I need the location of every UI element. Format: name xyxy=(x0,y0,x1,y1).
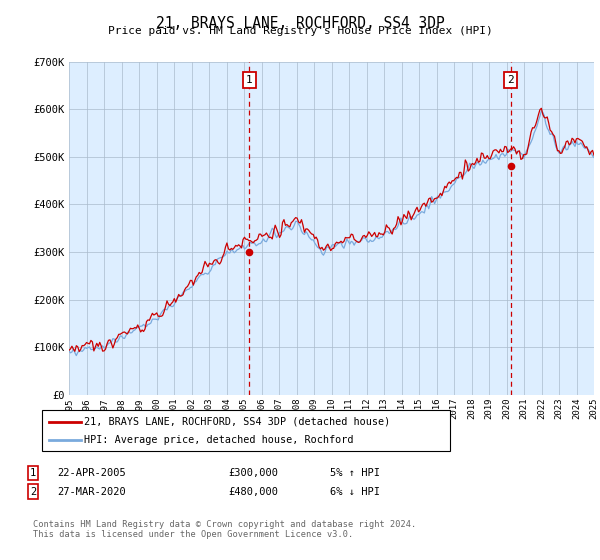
Text: 2: 2 xyxy=(30,487,36,497)
Text: 1: 1 xyxy=(30,468,36,478)
Text: HPI: Average price, detached house, Rochford: HPI: Average price, detached house, Roch… xyxy=(84,435,353,445)
Text: Price paid vs. HM Land Registry's House Price Index (HPI): Price paid vs. HM Land Registry's House … xyxy=(107,26,493,36)
Text: 21, BRAYS LANE, ROCHFORD, SS4 3DP: 21, BRAYS LANE, ROCHFORD, SS4 3DP xyxy=(155,16,445,31)
Text: Contains HM Land Registry data © Crown copyright and database right 2024.
This d: Contains HM Land Registry data © Crown c… xyxy=(33,520,416,539)
Text: 1: 1 xyxy=(246,75,253,85)
Text: 6% ↓ HPI: 6% ↓ HPI xyxy=(330,487,380,497)
Text: 21, BRAYS LANE, ROCHFORD, SS4 3DP (detached house): 21, BRAYS LANE, ROCHFORD, SS4 3DP (detac… xyxy=(84,417,390,427)
Text: 2: 2 xyxy=(508,75,514,85)
Text: 27-MAR-2020: 27-MAR-2020 xyxy=(57,487,126,497)
Text: 5% ↑ HPI: 5% ↑ HPI xyxy=(330,468,380,478)
Text: £300,000: £300,000 xyxy=(228,468,278,478)
Text: £480,000: £480,000 xyxy=(228,487,278,497)
Text: 22-APR-2005: 22-APR-2005 xyxy=(57,468,126,478)
